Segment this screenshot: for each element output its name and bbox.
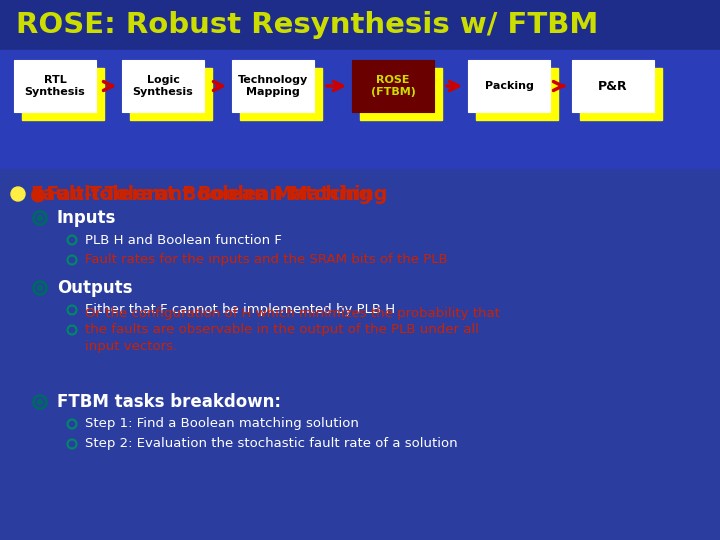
Bar (22, 68, 104, 120)
Text: Logic
Synthesis: Logic Synthesis (132, 75, 194, 97)
Text: Or the configuration of H which minimizes the probability that
the faults are ob: Or the configuration of H which minimize… (85, 307, 500, 353)
Text: Fault rates for the inputs and the SRAM bits of the PLB: Fault rates for the inputs and the SRAM … (85, 253, 448, 267)
Text: Outputs: Outputs (57, 279, 132, 297)
Text: ROSE: Robust Resynthesis w/ FTBM: ROSE: Robust Resynthesis w/ FTBM (16, 11, 598, 39)
Text: ●Fault-Tolerant Boolean Matching: ●Fault-Tolerant Boolean Matching (30, 185, 387, 204)
Bar (580, 68, 662, 120)
Bar (0, 0, 720, 50)
Bar (360, 68, 442, 120)
Bar (468, 60, 550, 112)
Bar (14, 60, 96, 112)
Bar (352, 60, 434, 112)
Bar (476, 68, 558, 120)
Text: FTBM tasks breakdown:: FTBM tasks breakdown: (57, 393, 281, 411)
Text: Either that F cannot be implemented by PLB H: Either that F cannot be implemented by P… (85, 303, 395, 316)
Text: P&R: P&R (598, 79, 628, 92)
Circle shape (37, 400, 42, 404)
Text: Step 2: Evaluation the stochastic fault rate of a solution: Step 2: Evaluation the stochastic fault … (85, 437, 458, 450)
Text: Inputs: Inputs (57, 209, 117, 227)
Bar (572, 60, 654, 112)
Text: Step 1: Find a Boolean matching solution: Step 1: Find a Boolean matching solution (85, 417, 359, 430)
Text: PLB H and Boolean function F: PLB H and Boolean function F (85, 233, 282, 246)
Circle shape (37, 286, 42, 291)
Bar (0, 50, 720, 168)
Text: RTL
Synthesis: RTL Synthesis (24, 75, 86, 97)
Text: Technology
Mapping: Technology Mapping (238, 75, 308, 97)
Bar (232, 60, 314, 112)
Text: Fault-Tolerant Boolean Matching: Fault-Tolerant Boolean Matching (31, 185, 372, 204)
Bar (122, 60, 204, 112)
Circle shape (11, 187, 25, 201)
Text: ROSE
(FTBM): ROSE (FTBM) (371, 75, 415, 97)
Circle shape (37, 215, 42, 220)
Bar (130, 68, 212, 120)
Text: Packing: Packing (485, 81, 534, 91)
Bar (240, 68, 322, 120)
